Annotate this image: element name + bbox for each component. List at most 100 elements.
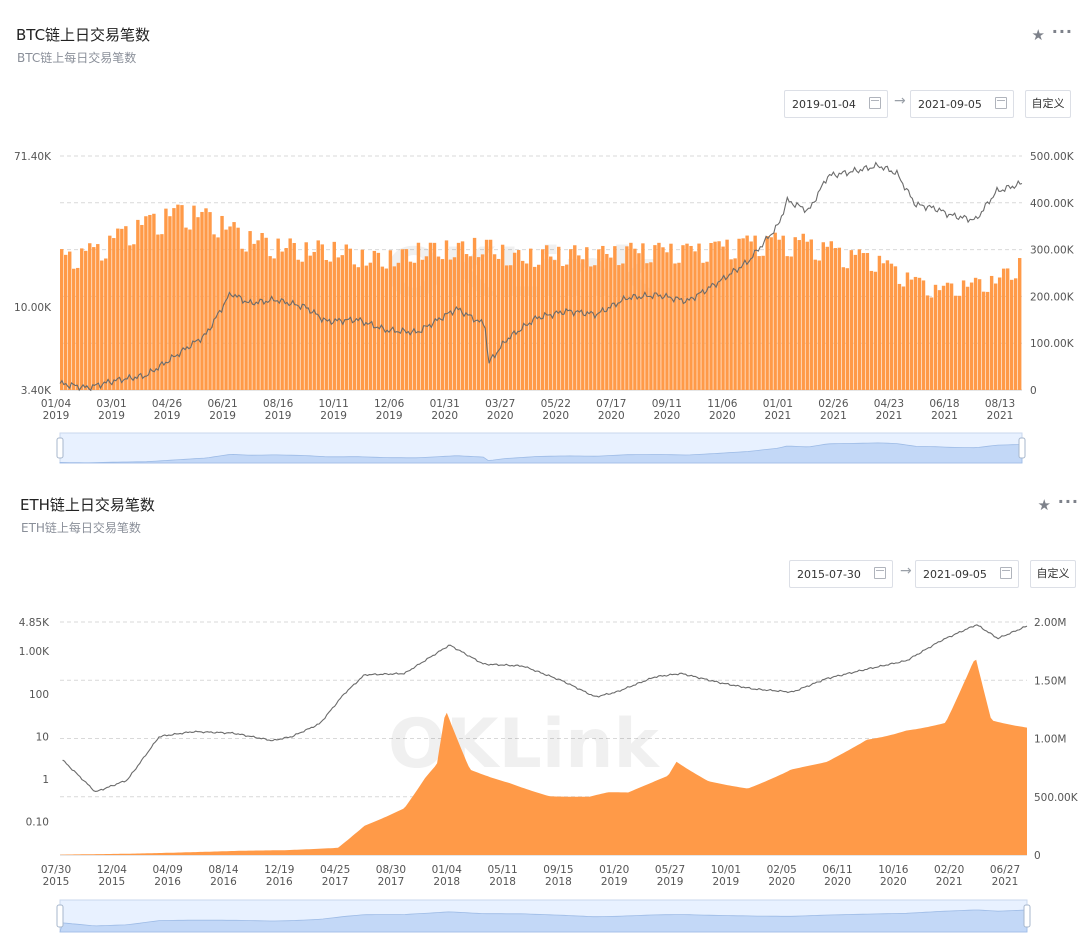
bar [120,228,124,390]
x-tick-label: 01/20 [599,864,629,876]
x-tick-year: 2019 [98,410,125,422]
bar [665,252,669,390]
start-date-picker[interactable]: 2015-07-30 [789,560,893,588]
x-tick-label: 04/26 [152,398,183,410]
bar [973,277,978,390]
bar [312,251,316,390]
zoom-handle-right[interactable] [1018,437,1026,459]
x-tick-label: 10/01 [711,864,741,876]
x-tick-label: 05/11 [487,864,517,876]
bar [677,262,681,390]
start-date-value: 2015-07-30 [797,568,861,581]
bar [781,235,785,390]
bar [516,250,521,390]
bar [296,259,300,390]
bar [448,259,453,390]
zoom-handle-right[interactable] [1023,904,1031,928]
y-left-tick-label: 1 [42,774,49,786]
bar [76,267,80,390]
y-right-tick-label: 200.00K [1030,291,1075,303]
bar [813,259,817,390]
start-date-picker[interactable]: 2019-01-04 [784,90,888,118]
bar [937,290,942,390]
bar [625,246,629,390]
x-tick-label: 01/04 [432,864,463,876]
bar [709,243,713,390]
bar [380,266,385,390]
bar [641,243,645,390]
calendar-icon [869,97,881,109]
bar [68,251,72,390]
bar [124,226,128,390]
bar [104,258,108,390]
x-tick-label: 01/04 [41,398,72,410]
bar [869,270,874,390]
area-series [60,659,1027,855]
bar [685,243,689,390]
y-left-tick-label: 100 [29,689,49,701]
bar [112,238,116,390]
bar [857,249,862,390]
bar [993,283,998,390]
calendar-icon [995,97,1007,109]
more-icon[interactable]: ··· [1051,22,1073,41]
bar [661,247,665,390]
bar [220,215,224,390]
x-tick-label: 08/14 [208,864,239,876]
bar [749,241,753,390]
zoom-handle-left[interactable] [56,904,64,928]
x-tick-label: 07/17 [596,398,626,410]
x-tick-label: 04/25 [320,864,350,876]
price-line [59,161,1023,392]
bar [528,248,533,390]
x-tick-label: 02/20 [934,864,964,876]
bar [989,275,994,390]
bar [280,251,284,390]
bar [60,249,64,390]
bar [765,236,769,390]
btc-chart-panel: BTC链上日交易笔数 BTC链上每日交易笔数 ★ ··· 2019-01-04 … [0,0,1089,470]
bar [184,227,188,390]
x-tick-year: 2020 [768,876,795,888]
zoom-handle-left[interactable] [56,437,64,459]
bar [865,252,870,390]
bar [953,295,958,390]
bar [276,238,280,390]
bar [833,248,838,390]
bar [96,244,100,390]
bar [805,241,809,390]
bar [649,262,653,390]
bar [597,249,601,390]
bar [476,257,481,390]
y-right-tick-label: 1.00M [1034,734,1066,746]
end-date-picker[interactable]: 2021-09-05 [915,560,1019,588]
bar [933,284,938,390]
more-icon[interactable]: ··· [1057,492,1079,511]
x-tick-label: 12/04 [97,864,128,876]
chart-subtitle: ETH链上每日交易笔数 [21,521,141,535]
bar [152,213,156,390]
bar [332,241,336,390]
star-icon[interactable]: ★ [1031,26,1045,44]
bar [160,234,164,390]
bar [444,240,449,390]
custom-range-button[interactable]: 自定义 [1025,90,1071,118]
custom-range-button[interactable]: 自定义 [1030,560,1076,588]
bar [244,251,248,390]
star-icon[interactable]: ★ [1037,496,1051,514]
bar [352,264,357,390]
y-right-tick-label: 1.50M [1034,675,1066,687]
bar [324,259,328,390]
bar [128,245,132,390]
bar [997,277,1002,390]
bar [773,232,777,390]
bar [725,239,729,390]
x-tick-year: 2015 [43,876,70,888]
bar [753,235,757,390]
x-tick-year: 2020 [880,876,907,888]
bar [573,245,577,390]
bar [561,265,565,390]
end-date-picker[interactable]: 2021-09-05 [910,90,1014,118]
bar [729,259,733,390]
bar [376,252,381,390]
